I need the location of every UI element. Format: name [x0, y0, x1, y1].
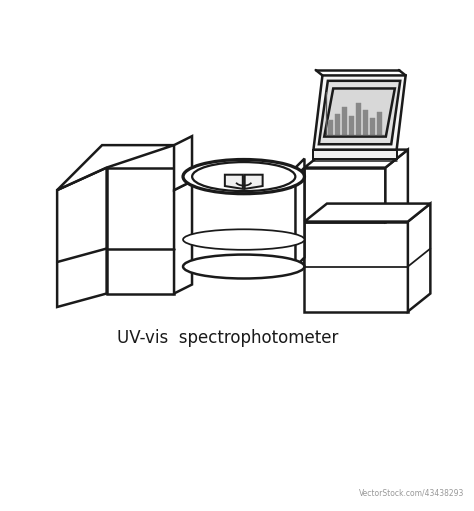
Polygon shape — [107, 168, 174, 293]
Ellipse shape — [183, 229, 304, 250]
Text: UV-vis  spectrophotometer: UV-vis spectrophotometer — [118, 330, 339, 347]
Polygon shape — [349, 117, 354, 135]
Polygon shape — [328, 120, 333, 135]
Polygon shape — [295, 158, 304, 177]
Polygon shape — [225, 175, 243, 189]
Polygon shape — [295, 168, 304, 267]
Polygon shape — [313, 76, 406, 150]
Polygon shape — [174, 181, 192, 293]
Text: VectorStock.com/43438293: VectorStock.com/43438293 — [359, 488, 465, 497]
Polygon shape — [385, 150, 408, 222]
Polygon shape — [370, 118, 374, 135]
Polygon shape — [304, 203, 430, 222]
Polygon shape — [356, 103, 361, 135]
Polygon shape — [319, 81, 400, 144]
Text: VectorStock®: VectorStock® — [9, 487, 86, 498]
Polygon shape — [342, 107, 347, 135]
Ellipse shape — [183, 159, 304, 194]
Ellipse shape — [183, 254, 304, 278]
Polygon shape — [304, 168, 385, 222]
Polygon shape — [245, 175, 263, 189]
Ellipse shape — [192, 162, 295, 191]
Polygon shape — [377, 112, 382, 135]
Polygon shape — [174, 136, 192, 190]
Polygon shape — [335, 114, 340, 135]
Polygon shape — [304, 150, 408, 168]
Polygon shape — [408, 203, 430, 312]
Polygon shape — [57, 168, 107, 307]
Polygon shape — [304, 222, 408, 312]
Polygon shape — [324, 88, 395, 136]
Polygon shape — [363, 110, 368, 135]
Polygon shape — [57, 145, 174, 190]
Polygon shape — [313, 150, 397, 158]
